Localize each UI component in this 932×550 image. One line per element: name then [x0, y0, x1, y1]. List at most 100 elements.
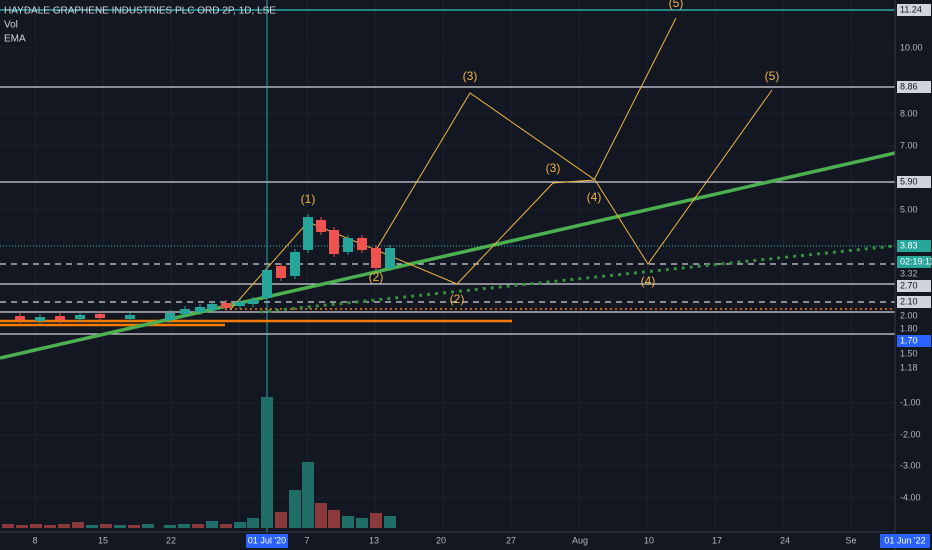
- time-label: 22: [166, 535, 176, 545]
- time-label: 27: [506, 535, 516, 545]
- candle: [262, 270, 272, 298]
- price-tag: [897, 176, 931, 188]
- axis-labels: 11.24 10.00 8.86 8.00 7.00 5.90 5.00 3.83 02:19:…: [32, 0, 932, 548]
- volume-bar: [128, 525, 140, 528]
- volume-bar: [44, 525, 56, 528]
- wave-b: [375, 17, 677, 285]
- price-label: 1.70: [900, 335, 918, 345]
- candle: [35, 317, 45, 321]
- volume-bar: [30, 524, 42, 528]
- price-label: 1.80: [900, 323, 918, 333]
- candle: [290, 252, 300, 276]
- price-tag: [897, 256, 931, 268]
- price-label: 7.00: [900, 140, 918, 150]
- time-label: 01 Jun '22: [884, 535, 925, 545]
- volume-bar: [100, 524, 112, 528]
- price-label: 02:19:11: [900, 256, 932, 266]
- price-label: 1.50: [900, 348, 918, 358]
- time-tag: [880, 534, 930, 548]
- wave-label: (4): [641, 274, 656, 288]
- price-tag: [897, 4, 931, 16]
- candle: [221, 303, 231, 308]
- time-label: 17: [712, 535, 722, 545]
- price-label: 2.70: [900, 280, 918, 290]
- candle: [235, 302, 245, 306]
- volume-bar: [384, 516, 396, 528]
- candle: [125, 315, 135, 319]
- time-label: 01 Jul '20: [248, 535, 286, 545]
- price-tag: [897, 335, 931, 347]
- price-label: 2.00: [900, 310, 918, 320]
- candle: [276, 266, 286, 278]
- volume-bar: [206, 521, 218, 528]
- price-label: 1.18: [900, 362, 918, 372]
- volume-bar: [315, 503, 327, 528]
- candle: [303, 217, 313, 250]
- price-tag: [897, 240, 931, 252]
- volume-bar: [289, 490, 301, 528]
- volume-bar: [247, 518, 259, 528]
- wave-label: (2): [450, 292, 465, 306]
- volume-bar: [342, 516, 354, 528]
- candle: [165, 313, 175, 320]
- volume-bar: [164, 525, 176, 528]
- vol-legend: Vol: [4, 20, 18, 31]
- time-label: 10: [644, 535, 654, 545]
- candle: [95, 314, 105, 318]
- volume-bars: [2, 397, 396, 528]
- volume-bar: [192, 524, 204, 528]
- time-label: 24: [780, 535, 790, 545]
- price-label: 11.24: [900, 4, 922, 14]
- volume-label: -4.00: [900, 492, 921, 502]
- wave-label: (1): [301, 192, 316, 206]
- volume-bar: [142, 524, 154, 528]
- trend-line: [0, 151, 896, 360]
- time-tag: [246, 534, 288, 548]
- wave-label: (4): [587, 190, 602, 204]
- time-label: 7: [304, 535, 309, 545]
- price-label: 5.90: [900, 176, 918, 186]
- volume-bar: [302, 462, 314, 528]
- volume-bar: [114, 525, 126, 528]
- time-label: Aug: [572, 535, 588, 545]
- volume-bar: [261, 397, 273, 528]
- candle: [357, 238, 367, 250]
- wave-label: (5): [765, 69, 780, 83]
- wave-label: (3): [546, 161, 561, 175]
- volume-bar: [86, 525, 98, 528]
- candle: [55, 316, 65, 320]
- candle: [207, 304, 217, 310]
- candle: [385, 248, 395, 268]
- volume-label: -3.00: [900, 460, 921, 470]
- time-label: Se: [845, 535, 856, 545]
- volume-bar: [275, 512, 287, 528]
- time-label: 8: [32, 535, 37, 545]
- candle: [195, 307, 205, 312]
- volume-label: -2.00: [900, 429, 921, 439]
- volume-bar: [220, 524, 232, 528]
- price-label: 2.10: [900, 296, 918, 306]
- price-label: 10.00: [900, 42, 923, 52]
- price-tag: [897, 296, 931, 308]
- time-label: 20: [436, 535, 446, 545]
- volume-bar: [72, 522, 84, 528]
- time-axis-bg: [0, 532, 932, 550]
- candle: [75, 315, 85, 319]
- price-label: 5.00: [900, 204, 918, 214]
- volume-bar: [370, 513, 382, 528]
- volume-label: -1.00: [900, 397, 921, 407]
- candle: [329, 230, 339, 254]
- volume-bar: [16, 525, 28, 528]
- time-label: 13: [369, 535, 379, 545]
- price-label: 3.83: [900, 240, 918, 250]
- volume-bar: [2, 524, 14, 528]
- levels: [0, 9, 895, 335]
- volume-bar: [178, 524, 190, 528]
- volume-bar: [234, 522, 246, 528]
- candle: [180, 309, 190, 314]
- price-label: 8.86: [900, 81, 918, 91]
- volume-bar: [58, 524, 70, 528]
- price-tag: [897, 280, 931, 292]
- price-tag: [897, 81, 931, 93]
